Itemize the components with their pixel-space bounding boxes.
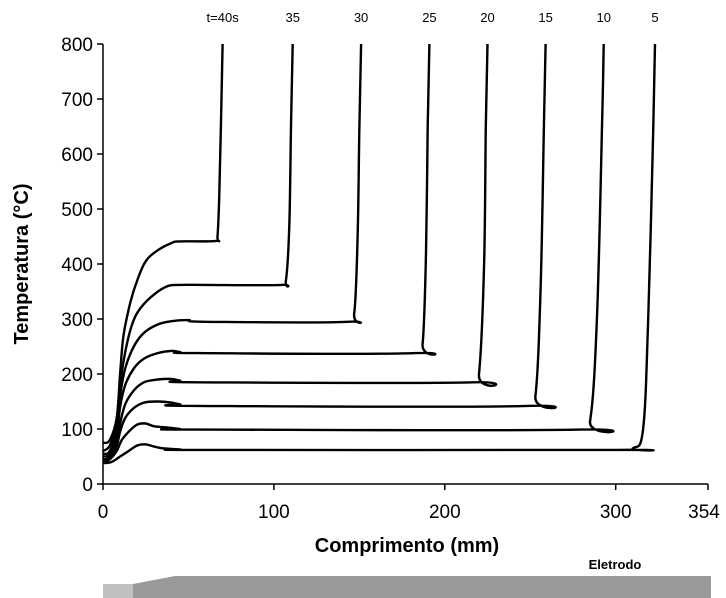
x-tick-label: 200 <box>429 502 461 523</box>
y-tick-label: 0 <box>82 475 93 496</box>
y-tick-label: 100 <box>61 420 93 441</box>
series-labels: t=40s 35 30 25 20 15 10 5 <box>207 10 659 25</box>
y-axis-title: Temperatura (°C) <box>11 184 33 345</box>
series-line <box>102 43 657 465</box>
series-label: 15 <box>538 10 552 25</box>
x-tick-label: 300 <box>600 502 632 523</box>
axes <box>102 44 708 485</box>
series-line <box>102 43 437 458</box>
series-line <box>102 43 557 461</box>
series-label: 5 <box>651 10 658 25</box>
series-line <box>102 43 498 461</box>
x-ticks: 0 100 200 300 354 <box>98 484 720 523</box>
electrode-tip <box>103 584 136 598</box>
series-line <box>102 43 615 464</box>
series-line <box>102 43 294 453</box>
y-tick-label: 800 <box>61 35 93 56</box>
electrode-label: Eletrodo <box>589 557 642 572</box>
series-label: 25 <box>422 10 436 25</box>
x-tick-label: 354 <box>688 502 720 523</box>
y-tick-label: 700 <box>61 90 93 111</box>
y-tick-label: 400 <box>61 255 93 276</box>
x-tick-label: 100 <box>258 502 290 523</box>
electrode-diagram: Eletrodo <box>103 557 711 598</box>
series-lines <box>102 43 657 465</box>
series-line <box>102 43 363 456</box>
x-axis-title: Comprimento (mm) <box>315 535 499 557</box>
series-label: 10 <box>597 10 611 25</box>
y-tick-label: 600 <box>61 145 93 166</box>
y-tick-label: 500 <box>61 200 93 221</box>
y-ticks: 0 100 200 300 400 500 600 700 800 <box>61 35 103 496</box>
series-label: 30 <box>354 10 368 25</box>
x-tick-label: 0 <box>98 502 109 523</box>
y-tick-label: 200 <box>61 365 93 386</box>
electrode-body <box>133 576 711 598</box>
series-label: t=40s <box>207 10 240 25</box>
y-tick-label: 300 <box>61 310 93 331</box>
series-label: 20 <box>480 10 494 25</box>
series-label: 35 <box>285 10 299 25</box>
